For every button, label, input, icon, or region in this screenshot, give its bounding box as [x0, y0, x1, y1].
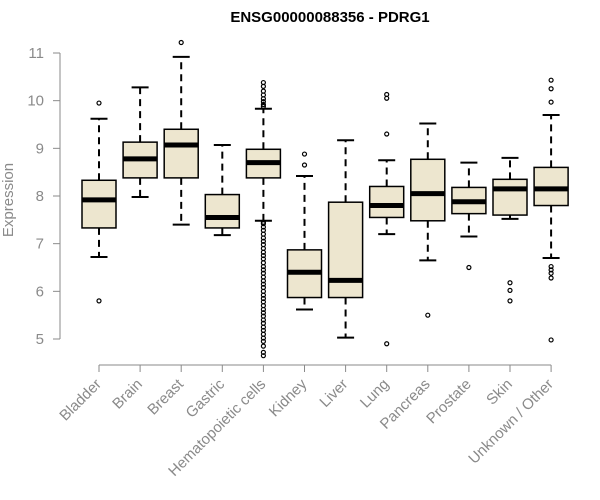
y-axis-label: Expression [0, 163, 17, 237]
outlier-point [260, 252, 266, 259]
iqr-box [492, 178, 528, 216]
y-tick-label-11: 11 [28, 45, 44, 62]
outlier-point [260, 335, 266, 341]
outlier-point [260, 99, 266, 105]
outlier-point [507, 287, 513, 293]
x-tick-label: Skin [483, 376, 516, 409]
x-tick-label: Bladder [56, 376, 105, 425]
box-breast [163, 39, 199, 226]
x-tick-label: Prostate [423, 376, 475, 428]
y-tick-label-9: 9 [36, 140, 44, 157]
outlier-point [260, 263, 266, 270]
y-tick-label-7: 7 [36, 236, 44, 253]
outlier-point [260, 343, 266, 349]
box-lung [368, 91, 405, 347]
outlier-point [548, 99, 554, 105]
outlier-point [260, 324, 266, 330]
outlier-point [384, 131, 390, 137]
outlier-point [260, 292, 266, 298]
iqr-box [163, 128, 199, 179]
outlier-point [260, 281, 266, 287]
outlier-point [260, 310, 266, 316]
x-tick-label: Lung [357, 376, 393, 412]
box-prostate [451, 161, 487, 271]
outlier-point [301, 151, 308, 157]
outlier-point [548, 267, 554, 273]
chart-title: ENSG00000088356 - PDRG1 [230, 9, 429, 26]
box-skin [492, 156, 528, 304]
iqr-box [327, 201, 364, 299]
box-gastric [204, 143, 241, 237]
box-unknown-other [533, 77, 569, 343]
outlier-point [260, 221, 266, 227]
box-kidney [286, 151, 323, 311]
outlier-point [301, 162, 308, 168]
iqr-box [368, 185, 405, 219]
outlier-point [548, 77, 554, 83]
outlier-point [260, 306, 266, 313]
outlier-point [260, 338, 266, 344]
outlier-point [425, 312, 431, 318]
y-tick-label-8: 8 [36, 188, 44, 205]
outlier-point [260, 101, 266, 108]
outlier-point [260, 235, 266, 241]
outlier-point [384, 95, 390, 101]
outlier-point [260, 238, 266, 244]
x-tick-label: Brain [109, 376, 146, 413]
outlier-point [548, 263, 554, 270]
box-hematopoietic-cells [245, 79, 282, 359]
outlier-point [260, 295, 266, 302]
x-tick-label: Kidney [266, 375, 311, 420]
outlier-point [96, 100, 102, 106]
outlier-point [260, 96, 266, 102]
outlier-point [507, 298, 513, 304]
outlier-point [178, 39, 184, 46]
x-tick-label: Liver [316, 376, 351, 411]
outlier-point [260, 267, 266, 273]
iqr-box [81, 179, 117, 229]
outlier-point [384, 341, 390, 347]
outlier-point [548, 86, 554, 92]
iqr-box [204, 193, 241, 229]
outlier-point [260, 224, 266, 230]
outlier-point [260, 317, 266, 323]
box-pancreas [410, 122, 446, 318]
outlier-point [96, 298, 102, 304]
iqr-box [410, 158, 446, 222]
outlier-point [260, 249, 266, 255]
y-tick-label-10: 10 [27, 93, 44, 110]
box-liver [327, 139, 364, 339]
outlier-point [260, 353, 266, 359]
outlier-point [507, 280, 513, 286]
outlier-point [548, 275, 554, 281]
boxes [81, 39, 569, 359]
outlier-point [260, 349, 266, 355]
outlier-point [548, 270, 554, 276]
outlier-point [260, 83, 266, 89]
outlier-point [548, 337, 554, 343]
y-tick-label-6: 6 [36, 283, 44, 300]
y-tick-label-5: 5 [36, 331, 44, 348]
outlier-point [466, 264, 472, 271]
outlier-point [260, 278, 266, 284]
x-tick-label: Breast [144, 375, 187, 418]
outlier-point [260, 103, 266, 109]
box-brain [122, 86, 158, 198]
box-bladder [81, 100, 117, 304]
